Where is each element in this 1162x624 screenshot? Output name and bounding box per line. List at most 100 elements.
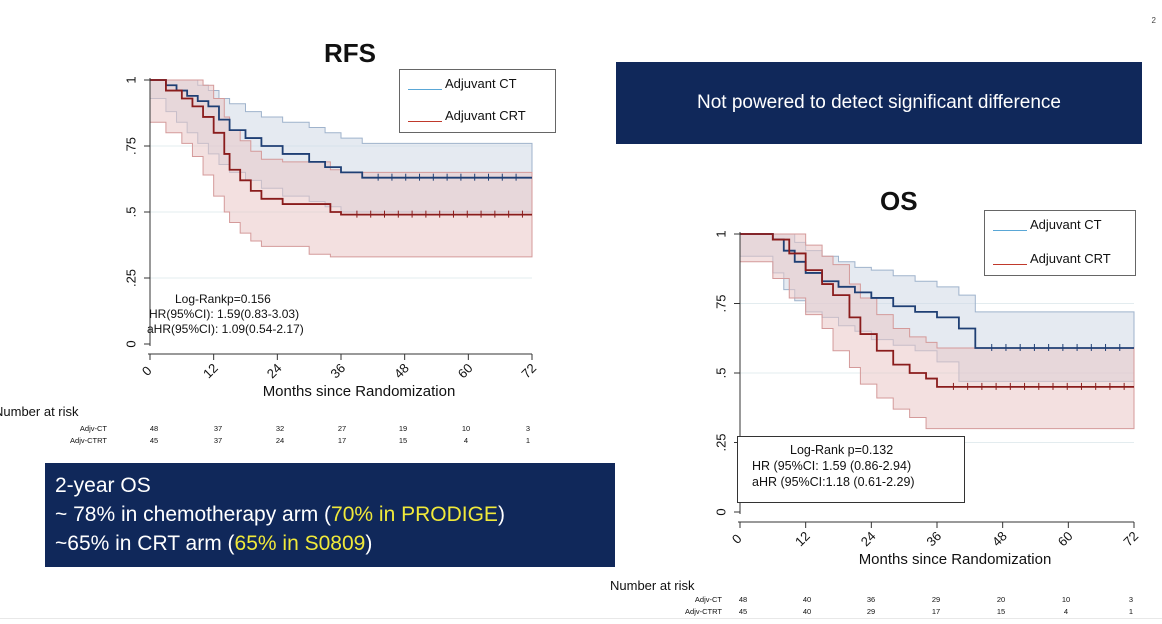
os-x-tick-label: 60: [1055, 528, 1076, 549]
risk-row-label: Adjv-CTRT: [685, 607, 722, 616]
rfs-y-tick-label: .75: [123, 137, 138, 155]
rfs-x-tick-label: 72: [518, 360, 539, 381]
os-summary-line2: ~65% in CRT arm (65% in S0809): [55, 529, 615, 558]
os-stats: Log-Rank p=0.132 HR (95%CI: 1.59 (0.86-2…: [737, 436, 965, 503]
os-summary-line1-suffix: ): [497, 503, 505, 526]
os-y-tick-label: 0: [713, 508, 728, 515]
risk-value: 4: [463, 436, 469, 445]
two-year-os-box: 2-year OS ~ 78% in chemotherapy arm (70%…: [45, 463, 615, 567]
risk-value: 24: [275, 436, 285, 445]
rfs-stat-hr: HR(95%CI): 1.59(0.83-3.03): [149, 307, 300, 321]
risk-value: 3: [1128, 595, 1134, 604]
rfs-survival-line-ct: [150, 79, 532, 179]
os-summary-line2-highlight: 65% in S0809: [234, 532, 366, 555]
rfs-x-tick-label: 12: [200, 360, 221, 381]
rfs-legend-label-crt: Adjuvant CRT: [445, 108, 526, 123]
legend-swatch-crt: [408, 121, 442, 122]
os-summary-line1-text: ~ 78% in chemotherapy arm (: [55, 503, 332, 526]
legend-swatch-ct: [408, 89, 442, 90]
os-summary-line2-suffix: ): [365, 532, 373, 555]
rfs-x-axis-label: Months since Randomization: [263, 383, 456, 396]
risk-row-label: Adjv-CT: [694, 595, 722, 604]
rfs-risk-title: Number at risk: [0, 404, 79, 419]
os-x-tick-label: 36: [923, 528, 944, 549]
os-stat-logrank: Log-Rank p=0.132: [790, 443, 894, 457]
os-legend-label-ct: Adjuvant CT: [1030, 217, 1102, 232]
rfs-legend-item-crt: Adjuvant CRT: [408, 108, 526, 123]
rfs-y-tick-label: 1: [123, 76, 138, 83]
risk-value: 40: [802, 607, 812, 616]
rfs-title: RFS: [324, 38, 376, 68]
rfs-y-tick-label: .5: [123, 207, 138, 218]
rfs-x-tick-label: 60: [455, 360, 476, 381]
risk-value: 36: [866, 595, 876, 604]
risk-value: 29: [931, 595, 941, 604]
os-summary-line2-text: ~65% in CRT arm (: [55, 532, 235, 555]
risk-row-label: Adjv-CTRT: [70, 436, 107, 445]
risk-row-label: Adjv-CT: [79, 424, 107, 433]
rfs-survival-line-crt: [150, 79, 532, 216]
os-y-tick-label: .5: [713, 368, 728, 379]
os-legend-item-crt: Adjuvant CRT: [993, 251, 1111, 266]
risk-value: 37: [213, 424, 223, 433]
risk-value: 48: [149, 424, 159, 433]
page-number: 2: [1151, 16, 1156, 25]
os-stat-hr: HR (95%CI: 1.59 (0.86-2.94): [752, 459, 912, 473]
legend-swatch-crt: [993, 264, 1027, 265]
risk-value: 40: [802, 595, 812, 604]
risk-value: 10: [461, 424, 471, 433]
os-x-axis-label: Months since Randomization: [859, 551, 1052, 568]
os-y-tick-label: 1: [713, 230, 728, 237]
rfs-y-tick-label: .25: [123, 269, 138, 287]
risk-value: 15: [996, 607, 1006, 616]
rfs-x-tick-label: 48: [391, 360, 412, 381]
risk-value: 48: [738, 595, 748, 604]
risk-value: 3: [525, 424, 531, 433]
risk-value: 37: [213, 436, 223, 445]
rfs-y-tick-label: 0: [123, 340, 138, 347]
os-survival-line-crt: [740, 233, 1134, 388]
rfs-stat-ahr: aHR(95%CI): 1.09(0.54-2.17): [147, 322, 304, 336]
os-x-tick-label: 72: [1120, 528, 1141, 549]
os-chart: 0 .25 .5 .75 1 0 12 24 36 48 60 72 Months since Rand…: [713, 230, 1141, 568]
rfs-x-tick-label: 0: [139, 363, 155, 379]
rfs-x-tick-label: 24: [264, 360, 285, 381]
risk-value: 45: [149, 436, 159, 445]
rfs-x-tick-label: 36: [327, 360, 348, 381]
risk-value: 20: [996, 595, 1006, 604]
os-x-tick-label: 12: [792, 528, 813, 549]
os-summary-line1: ~ 78% in chemotherapy arm (70% in PRODIG…: [55, 500, 615, 529]
legend-swatch-ct: [993, 230, 1027, 231]
risk-value: 17: [337, 436, 347, 445]
rfs-legend-item-ct: Adjuvant CT: [408, 76, 517, 91]
risk-value: 1: [1128, 607, 1134, 616]
banner: Not powered to detect significant differ…: [616, 62, 1142, 144]
rfs-stats: Log-Rankp=0.156 HR(95%CI): 1.59(0.83-3.0…: [147, 292, 304, 337]
os-legend: Adjuvant CT Adjuvant CRT: [984, 210, 1136, 276]
os-y-tick-label: .25: [713, 433, 728, 451]
os-stat-ahr: aHR (95%CI:1.18 (0.61-2.29): [752, 475, 915, 489]
os-x-tick-label: 24: [858, 528, 879, 549]
os-y-tick-label: .75: [713, 294, 728, 312]
risk-value: 27: [337, 424, 347, 433]
os-title: OS: [880, 186, 918, 216]
risk-value: 17: [931, 607, 941, 616]
rfs-stat-logrank: Log-Rankp=0.156: [175, 292, 271, 306]
os-legend-label-crt: Adjuvant CRT: [1030, 251, 1111, 266]
os-x-tick-label: 48: [989, 528, 1010, 549]
os-x-tick-label: 0: [729, 531, 745, 547]
risk-value: 29: [866, 607, 876, 616]
risk-value: 1: [525, 436, 531, 445]
os-summary-title: 2-year OS: [55, 474, 151, 497]
rfs-legend-label-ct: Adjuvant CT: [445, 76, 517, 91]
risk-value: 32: [275, 424, 285, 433]
risk-value: 19: [398, 424, 408, 433]
risk-value: 15: [398, 436, 408, 445]
rfs-ci-band-crt: [149, 79, 533, 258]
os-summary-line1-highlight: 70% in PRODIGE: [331, 503, 498, 526]
risk-value: 10: [1061, 595, 1071, 604]
risk-value: 45: [738, 607, 748, 616]
banner-text: Not powered to detect significant differ…: [696, 92, 1062, 113]
os-legend-item-ct: Adjuvant CT: [993, 217, 1102, 232]
footer-divider: [0, 618, 1162, 619]
